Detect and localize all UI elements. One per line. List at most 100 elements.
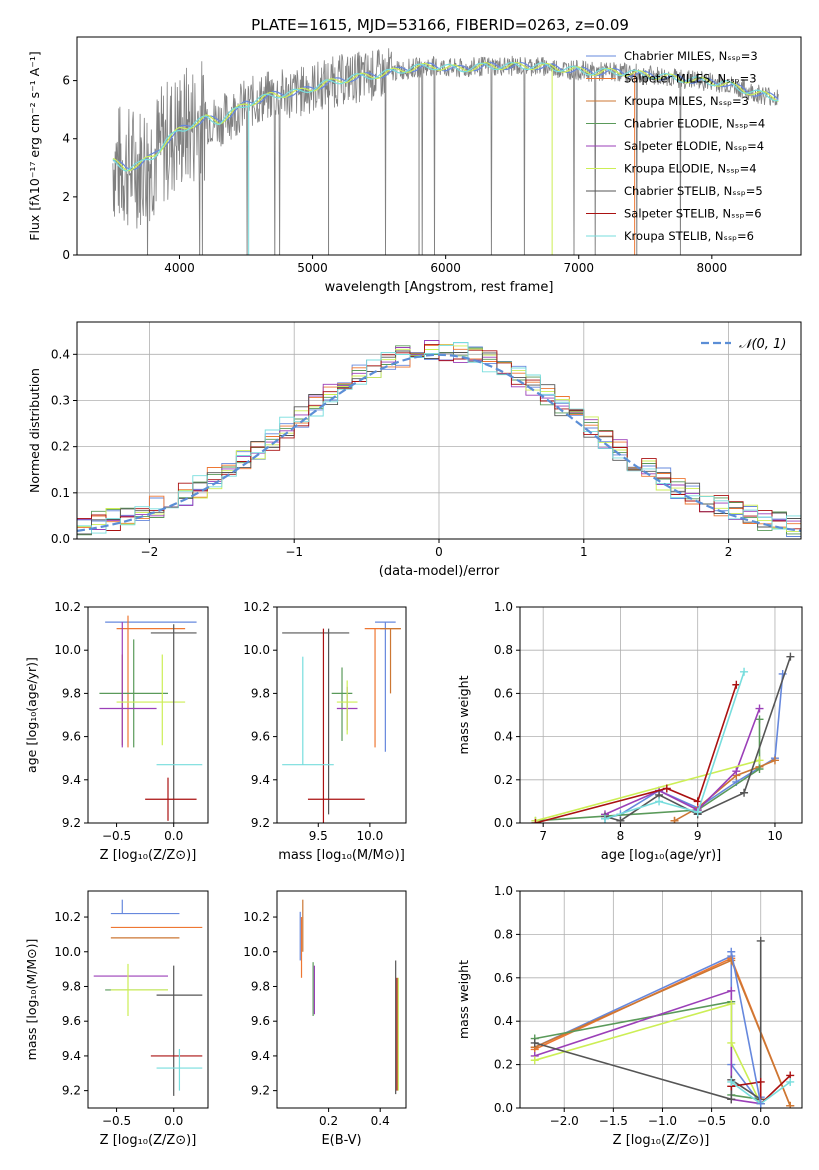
- chart-age-vs-mass: 9.5 10.0 9.2 9.4 9.6 9.8 10.0 10.2 mass [log₁₀(M…: [243, 600, 407, 863]
- axes-frame: [519, 606, 803, 824]
- x-axis-label: E(B-V): [321, 1133, 361, 1148]
- mass-weight-marker: [756, 1099, 765, 1108]
- x-tick-label: 0.0: [164, 1114, 183, 1128]
- x-tick-label: −2: [141, 545, 159, 559]
- mass-weight-marker: [727, 1077, 736, 1086]
- mass-weight-line: [534, 940, 762, 1101]
- x-axis-label: (data-model)/error: [379, 564, 500, 579]
- x-tick-label: 8000: [697, 261, 728, 275]
- model-spectrum-line: [112, 61, 779, 172]
- mass-weight-marker: [740, 667, 749, 676]
- normal-curve: [77, 353, 801, 532]
- x-tick-label: 2: [725, 545, 733, 559]
- mass-weight-marker: [727, 956, 736, 965]
- legend-entry: Chabrier STELIB, Nₛₛₚ=5: [624, 184, 763, 198]
- y-tick-label: 9.8: [251, 979, 270, 993]
- x-tick-label: −1.5: [599, 1114, 628, 1128]
- x-tick-label: −1: [285, 545, 303, 559]
- mass-weight-marker: [755, 765, 764, 773]
- x-tick-label: −0.5: [102, 829, 131, 843]
- x-tick-label: −2.0: [550, 1114, 579, 1128]
- y-tick-label: 0.6: [494, 686, 513, 700]
- y-tick-label: 9.2: [251, 816, 270, 830]
- legend-entry: 𝒩(0, 1): [739, 337, 786, 352]
- axes-frame: [519, 890, 803, 1109]
- y-tick-label: 9.8: [251, 686, 270, 700]
- x-axis-label: Z [log₁₀(Z/Z⊙)]: [100, 1133, 197, 1148]
- y-tick-label: 0.2: [494, 1058, 513, 1072]
- y-axis-label: mass [log₁₀(M/M⊙)]: [24, 939, 39, 1061]
- x-tick-label: 0.2: [319, 1114, 338, 1128]
- y-tick-label: 0.8: [494, 643, 513, 657]
- plot-area: [520, 891, 802, 1108]
- y-tick-label: 0.6: [494, 971, 513, 985]
- x-tick-label: 0: [435, 545, 443, 559]
- y-tick-label: 4: [62, 132, 70, 146]
- chart-massweight-vs-Z: −2.0 −1.5 −1.0 −0.5 0.0 0.0 0.2 0.4 0.6 0.8 1.0 Z […: [456, 884, 803, 1148]
- x-axis-label: mass [log₁₀(M/M⊙)]: [278, 848, 405, 863]
- mass-weight-marker: [530, 1056, 539, 1065]
- axes-frame: [76, 36, 802, 256]
- mass-weight-line: [730, 951, 762, 1104]
- mass-weight-marker: [530, 1038, 539, 1047]
- mass-weight-marker: [693, 808, 702, 817]
- y-tick-label: 9.8: [62, 686, 81, 700]
- mass-weight-marker: [755, 756, 764, 765]
- mass-weight-line: [534, 989, 761, 1105]
- legend-entry: Chabrier ELODIE, Nₛₛₚ=4: [624, 117, 765, 131]
- plot-area: [99, 615, 203, 823]
- x-tick-label: 4000: [164, 261, 195, 275]
- mass-weight-marker: [616, 816, 625, 823]
- mass-weight-marker: [732, 767, 741, 776]
- y-tick-label: 0.2: [494, 773, 513, 787]
- x-tick-label: 6000: [430, 261, 461, 275]
- y-tick-label: 0.2: [51, 440, 70, 454]
- mass-weight-marker: [693, 797, 702, 806]
- mass-weight-marker: [740, 788, 749, 797]
- mass-weight-marker: [531, 819, 540, 823]
- axes-frame: [87, 890, 209, 1109]
- y-axis-label: mass weight: [456, 675, 471, 754]
- residual-histogram: [77, 342, 801, 534]
- y-tick-label: 10.2: [54, 600, 81, 614]
- mass-weight-marker: [755, 715, 764, 724]
- mass-weight-marker: [727, 1038, 736, 1047]
- x-tick-label: 9: [694, 829, 702, 843]
- x-tick-label: 7000: [563, 261, 594, 275]
- mass-weight-marker: [770, 756, 779, 765]
- y-tick-label: 10.0: [54, 643, 81, 657]
- mass-weight-line: [535, 759, 760, 822]
- mass-weight-marker: [755, 704, 764, 713]
- plot-area: [93, 899, 203, 1096]
- y-axis-label: Normed distribution: [27, 368, 42, 493]
- legend-entry: Salpeter ELODIE, Nₛₛₚ=4: [624, 139, 764, 153]
- chart-mass-vs-ebv: 0.2 0.4 9.2 9.4 9.6 9.8 10.0 10.2 E(B-V): [243, 890, 407, 1148]
- x-axis-label: wavelength [Angstrom, rest frame]: [325, 280, 554, 295]
- mass-weight-marker: [600, 814, 609, 823]
- x-tick-label: 8: [617, 829, 625, 843]
- mass-weight-line: [534, 1002, 762, 1105]
- y-axis-label: age [log₁₀(age/yr)]: [24, 657, 39, 773]
- mass-weight-line: [534, 954, 762, 1107]
- axes-frame: [87, 606, 209, 824]
- y-tick-label: 9.6: [251, 1014, 270, 1028]
- chart-spectrum: 4000 5000 6000 7000 8000 0 2 4 6 wavelength [Angs…: [27, 36, 802, 295]
- y-tick-label: 9.4: [251, 1049, 270, 1063]
- y-tick-label: 0: [62, 248, 70, 262]
- x-tick-label: 10: [767, 829, 782, 843]
- x-tick-label: 9.5: [309, 829, 328, 843]
- legend-entry: Kroupa MILES, Nₛₛₚ=3: [624, 94, 749, 108]
- plot-area: [299, 899, 399, 1095]
- y-tick-label: 0.1: [51, 486, 70, 500]
- axes-frame: [276, 890, 407, 1109]
- mass-weight-marker: [727, 999, 736, 1008]
- legend-entry: Chabrier MILES, Nₛₛₚ=3: [624, 49, 758, 63]
- y-tick-label: 9.4: [62, 1049, 81, 1063]
- plot-area: [77, 322, 801, 539]
- y-tick-label: 2: [62, 190, 70, 204]
- mass-weight-marker: [727, 947, 736, 956]
- legend-entry: Kroupa ELODIE, Nₛₛₚ=4: [624, 162, 757, 176]
- y-tick-label: 10.2: [243, 600, 270, 614]
- y-tick-label: 1.0: [494, 884, 513, 898]
